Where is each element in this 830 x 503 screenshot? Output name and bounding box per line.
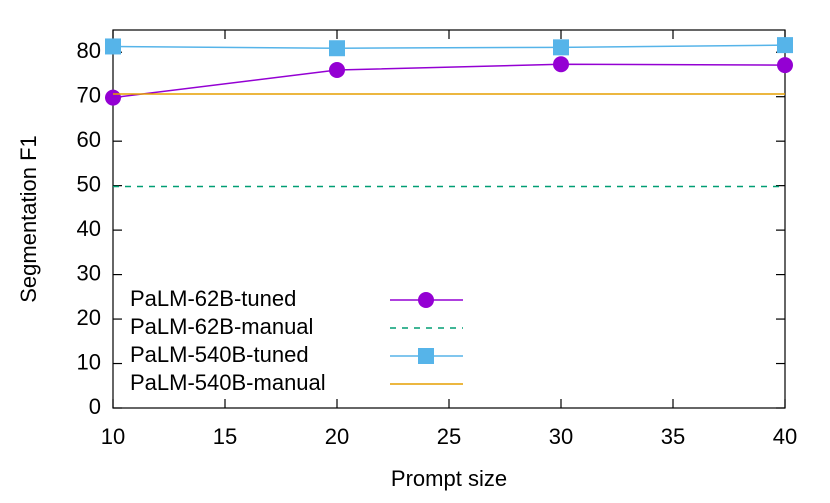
y-tick-label: 30: [77, 260, 101, 285]
x-tick-label: 35: [661, 424, 685, 449]
x-axis-label: Prompt size: [391, 466, 507, 491]
y-tick-label: 40: [77, 216, 101, 241]
y-tick-label: 20: [77, 305, 101, 330]
x-tick-label: 30: [549, 424, 573, 449]
series-line: [112, 44, 786, 49]
x-tick-label: 15: [213, 424, 237, 449]
series-line: [112, 63, 786, 99]
data-point: [553, 56, 569, 73]
data-point: [777, 57, 793, 74]
legend-label: PaLM-540B-manual: [130, 370, 326, 395]
legend-marker: [418, 348, 434, 364]
x-tick-label: 40: [773, 424, 797, 449]
y-tick-label: 70: [77, 83, 101, 108]
legend-label: PaLM-62B-tuned: [130, 286, 296, 311]
legend-label: PaLM-62B-manual: [130, 314, 313, 339]
y-tick-label: 80: [77, 38, 101, 63]
data-point: [329, 62, 345, 79]
x-tick-label: 20: [325, 424, 349, 449]
x-tick-label: 25: [437, 424, 461, 449]
y-tick-label: 60: [77, 127, 101, 152]
y-axis-label: Segmentation F1: [16, 135, 41, 303]
data-point: [105, 38, 121, 55]
data-point: [553, 39, 569, 56]
data-point: [329, 40, 345, 57]
data-point: [777, 37, 793, 54]
y-tick-label: 10: [77, 349, 101, 374]
legend-label: PaLM-540B-tuned: [130, 342, 309, 367]
y-tick-label: 0: [89, 394, 101, 419]
x-tick-label: 10: [101, 424, 125, 449]
legend-marker: [418, 292, 434, 308]
y-tick-label: 50: [77, 171, 101, 196]
data-point: [105, 89, 121, 106]
